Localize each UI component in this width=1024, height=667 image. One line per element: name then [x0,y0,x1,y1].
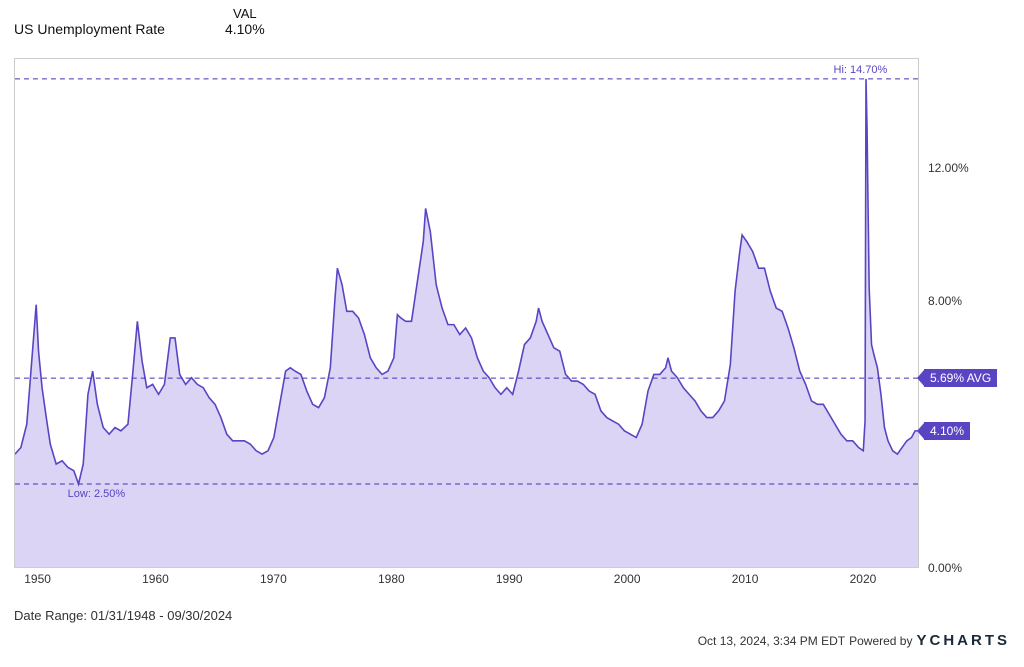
hi-label: Hi: 14.70% [834,64,888,76]
chart-plot-area [14,58,919,568]
val-block: VAL 4.10% [225,6,265,37]
x-tick-label: 1990 [496,572,523,586]
y-tick-label: 12.00% [928,161,969,175]
chart-footer: Oct 13, 2024, 3:34 PM EDT Powered by YCH… [698,632,1010,649]
chart-header: US Unemployment Rate VAL 4.10% [14,6,265,37]
footer-timestamp: Oct 13, 2024, 3:34 PM EDT [698,634,845,648]
low-label: Low: 2.50% [68,488,125,500]
val-label: VAL [225,6,265,21]
avg-badge: 5.69% AVG [924,369,997,387]
y-axis-labels: 0.00%4.00%8.00%12.00%5.69% AVG4.10% [924,58,1020,568]
y-tick-label: 8.00% [928,294,962,308]
current-value-badge: 4.10% [924,422,970,440]
ycharts-logo: YCHARTS [916,632,1010,649]
x-tick-label: 1960 [142,572,169,586]
val-value: 4.10% [225,21,265,37]
x-tick-label: 1970 [260,572,287,586]
y-tick-label: 0.00% [928,561,962,575]
chart-svg [15,59,918,567]
footer-powered-by: Powered by [849,634,912,648]
x-tick-label: 2020 [850,572,877,586]
x-tick-label: 1980 [378,572,405,586]
x-axis-labels: 1950 1960 1970 1980 1990 2000 2010 2020 [14,572,919,592]
date-range: Date Range: 01/31/1948 - 09/30/2024 [14,608,232,623]
x-tick-label: 2010 [732,572,759,586]
chart-title: US Unemployment Rate [14,21,165,37]
x-tick-label: 2000 [614,572,641,586]
x-tick-label: 1950 [24,572,51,586]
